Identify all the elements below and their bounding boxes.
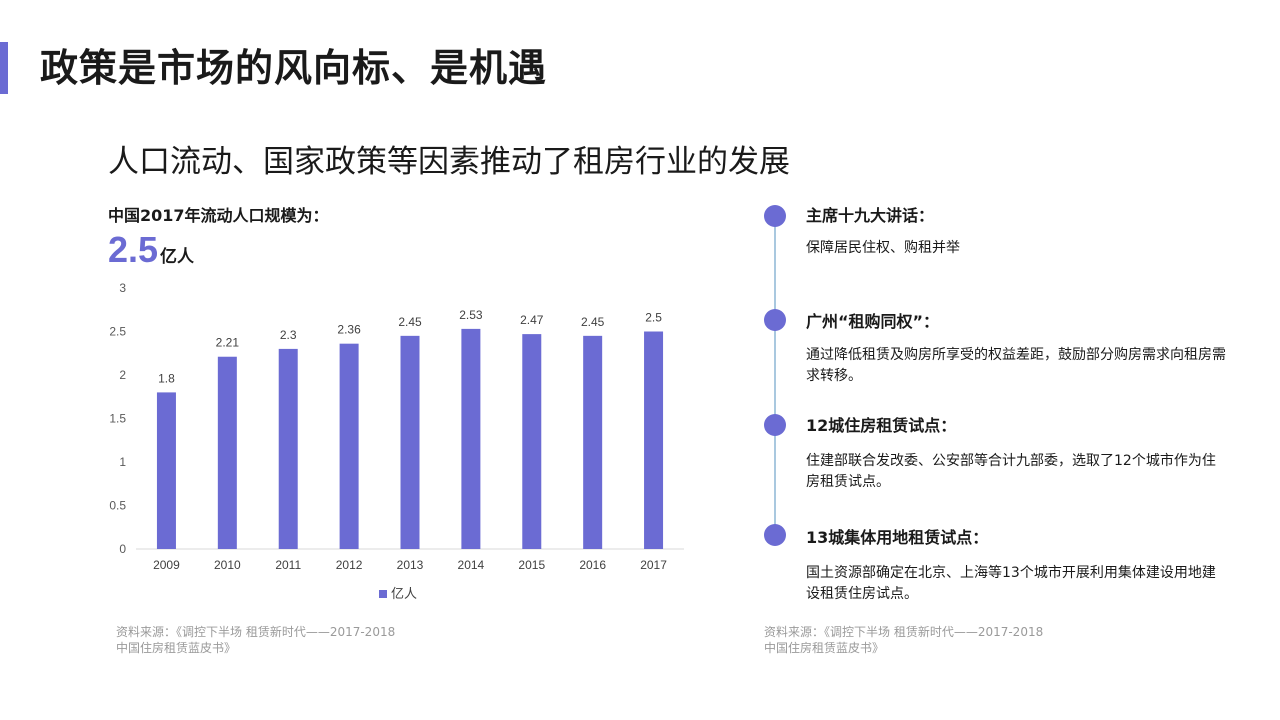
y-tick-label: 1 bbox=[119, 455, 126, 469]
x-tick-label: 2009 bbox=[153, 558, 180, 572]
bar-value-label: 2.21 bbox=[216, 336, 240, 350]
bar-value-label: 2.45 bbox=[398, 315, 422, 329]
timeline-body: 保障居民住权、购租并举 bbox=[806, 240, 960, 256]
x-tick-label: 2010 bbox=[214, 558, 241, 572]
slide-title: 政策是市场的风向标、是机遇 bbox=[40, 46, 548, 90]
source-line: 中国住房租赁蓝皮书》 bbox=[764, 641, 885, 655]
x-tick-label: 2012 bbox=[336, 558, 363, 572]
stat-highlight: 2.5 亿人 bbox=[108, 228, 194, 272]
timeline-heading: 13城集体用地租赁试点： bbox=[806, 528, 989, 547]
source-note-right: 资料来源：《调控下半场 租赁新时代——2017-2018 中国住房租赁蓝皮书》 bbox=[764, 624, 1043, 656]
bar-value-label: 2.45 bbox=[581, 315, 605, 329]
bar-value-label: 1.8 bbox=[158, 371, 175, 385]
source-line: 中国住房租赁蓝皮书》 bbox=[116, 641, 237, 655]
timeline-body: 住建部联合发改委、公安部等合计九部委，选取了12个城市作为住房租赁试点。 bbox=[806, 453, 1216, 490]
population-bar-chart: 00.511.522.531.820092.2120102.320112.362… bbox=[109, 281, 684, 602]
bar bbox=[400, 335, 420, 549]
bar bbox=[583, 335, 603, 549]
timeline-heading: 主席十九大讲话： bbox=[806, 206, 935, 225]
stat-value: 2.5 bbox=[108, 229, 159, 270]
y-tick-label: 1.5 bbox=[109, 412, 126, 426]
bar bbox=[278, 348, 298, 549]
bar bbox=[522, 334, 542, 549]
bar bbox=[461, 328, 481, 549]
timeline-body: 通过降低租赁及购房所享受的权益差距，鼓励部分购房需求向租房需求转移。 bbox=[806, 347, 1226, 384]
bar bbox=[217, 356, 237, 549]
bar-value-label: 2.53 bbox=[459, 308, 483, 322]
x-tick-label: 2015 bbox=[518, 558, 545, 572]
y-tick-label: 3 bbox=[119, 281, 126, 295]
y-tick-label: 2.5 bbox=[109, 325, 126, 339]
x-tick-label: 2016 bbox=[579, 558, 606, 572]
legend-label: 亿人 bbox=[391, 587, 417, 602]
legend-swatch bbox=[379, 590, 387, 598]
bar-value-label: 2.47 bbox=[520, 313, 544, 327]
bar-value-label: 2.36 bbox=[337, 323, 361, 337]
source-line: 资料来源：《调控下半场 租赁新时代——2017-2018 bbox=[116, 625, 396, 639]
timeline-heading: 广州“租购同权”： bbox=[806, 312, 940, 331]
bar bbox=[156, 392, 176, 549]
stat-unit: 亿人 bbox=[160, 247, 195, 267]
timeline-line bbox=[774, 216, 776, 536]
x-tick-label: 2017 bbox=[640, 558, 667, 572]
timeline-dot bbox=[764, 205, 786, 227]
x-tick-label: 2013 bbox=[397, 558, 424, 572]
x-tick-label: 2014 bbox=[458, 558, 485, 572]
source-note-left: 资料来源：《调控下半场 租赁新时代——2017-2018 中国住房租赁蓝皮书》 bbox=[116, 624, 395, 656]
y-tick-label: 2 bbox=[119, 368, 126, 382]
x-tick-label: 2011 bbox=[275, 558, 301, 572]
y-tick-label: 0.5 bbox=[109, 499, 126, 513]
timeline-dot bbox=[764, 414, 786, 436]
timeline-body: 国土资源部确定在北京、上海等13个城市开展利用集体建设用地建设租赁住房试点。 bbox=[806, 565, 1216, 602]
stat-label: 中国2017年流动人口规模为： bbox=[108, 206, 329, 225]
title-accent-bar bbox=[0, 42, 8, 94]
bar-value-label: 2.5 bbox=[645, 311, 662, 325]
timeline-dot bbox=[764, 309, 786, 331]
bar bbox=[339, 343, 359, 549]
bar-value-label: 2.3 bbox=[280, 328, 297, 342]
timeline-dot bbox=[764, 524, 786, 546]
source-line: 资料来源：《调控下半场 租赁新时代——2017-2018 bbox=[764, 625, 1044, 639]
bar bbox=[644, 331, 664, 549]
timeline-heading: 12城住房租赁试点： bbox=[806, 416, 957, 435]
y-tick-label: 0 bbox=[119, 542, 126, 556]
slide-subtitle: 人口流动、国家政策等因素推动了租房行业的发展 bbox=[108, 144, 790, 180]
